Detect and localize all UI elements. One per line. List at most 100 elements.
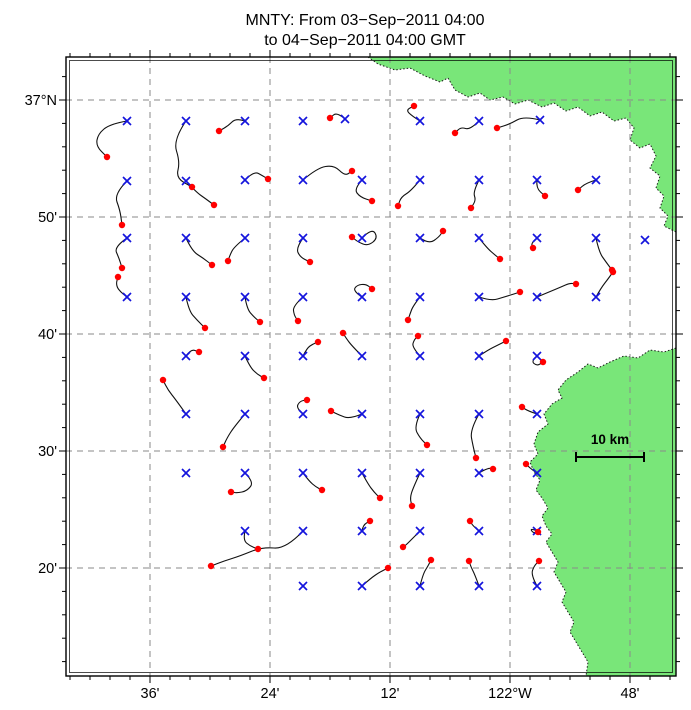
start-marker-x [357,292,367,302]
trajectory [595,271,614,298]
trajectory [230,472,253,494]
trajectory [410,472,421,507]
start-marker-x [532,581,542,591]
end-marker-dot [210,201,218,209]
title-line2: to 04−Sep−2011 04:00 GMT [264,32,466,49]
trajectory [302,341,319,357]
start-marker-x [298,175,308,185]
end-marker-dot [294,317,302,325]
x-axis-label: 24' [261,686,280,702]
end-marker-dot [489,465,497,473]
start-marker-x [122,116,132,126]
end-marker-dot [410,102,418,110]
start-marker-x [591,233,601,243]
start-marker-x [474,116,484,126]
end-marker-dot [609,268,617,276]
start-marker-x [415,351,425,361]
trajectory [342,332,363,357]
end-marker-dot [574,186,582,194]
end-marker-dot [348,233,356,241]
end-marker-dot [327,407,335,415]
end-marker-dot [423,441,431,449]
end-marker-dot [254,545,262,553]
end-marker-dot [539,358,547,366]
end-marker-dot [159,376,167,384]
map-frame [59,50,683,683]
start-marker-x [415,175,425,185]
end-marker-dot [451,129,459,137]
start-marker-x [415,233,425,243]
end-marker-dot [366,517,374,525]
start-marker-x [415,468,425,478]
start-marker-x [181,351,191,361]
end-marker-dot [207,562,215,570]
trajectory [478,237,501,260]
map-content: 10 km [66,57,676,676]
start-marker-x [357,581,367,591]
start-marker-x [474,468,484,478]
trajectory [96,120,128,158]
start-marker-x [415,116,425,126]
trajectory [454,120,480,134]
end-marker-dot [368,285,376,293]
end-marker-dot [518,403,526,411]
y-axis-label: 30' [38,444,57,460]
end-marker-dot [472,454,480,462]
start-marker-x [357,351,367,361]
start-marker-x [591,292,601,302]
trajectory [397,179,421,207]
end-marker-dot [260,374,268,382]
trajectory [218,119,246,132]
end-marker-dot [535,557,543,565]
start-marker-x [240,468,250,478]
start-marker-x [532,409,542,419]
x-axis-label: 48' [621,686,640,702]
trajectory [244,296,261,323]
start-marker-x [357,175,367,185]
start-marker-x [240,175,250,185]
end-marker-dot [264,175,272,183]
start-marker-x [298,526,308,536]
start-marker-x [240,351,250,361]
end-marker-dot [256,318,264,326]
start-marker-x [357,233,367,243]
end-marker-dot [384,564,392,572]
start-marker-x [181,233,191,243]
start-marker-x [298,233,308,243]
end-marker-dot [516,288,524,296]
frame-outer [65,56,677,677]
start-marker-x [535,115,545,125]
trajectory [361,567,389,587]
end-marker-dot [408,502,416,510]
start-marker-x [298,581,308,591]
start-marker-x [474,292,484,302]
trajectory [292,296,304,322]
trajectory [210,530,304,567]
start-marker-x [298,292,308,302]
start-marker-x [591,175,601,185]
trajectory [419,559,432,587]
end-marker-dot [195,348,203,356]
end-marker-dot [541,192,549,200]
start-marker-x [340,114,350,124]
trajectory [351,230,377,246]
start-marker-x [181,468,191,478]
end-marker-dot [103,153,111,161]
end-marker-dot [368,197,376,205]
start-marker-x [122,176,132,186]
end-marker-dot [572,280,580,288]
trajectory [244,355,265,379]
trajectory [407,296,421,321]
y-axis-label: 37°N [25,93,57,109]
land-polygon [367,57,676,233]
trajectory [354,283,373,298]
end-marker-dot [404,316,412,324]
trajectory [361,472,381,499]
y-axis-label: 50' [38,210,57,226]
start-marker-x [357,409,367,419]
x-axis-label: 122°W [488,686,532,702]
end-marker-dot [326,114,334,122]
y-axis-label: 20' [38,561,57,577]
start-marker-x [532,351,542,361]
